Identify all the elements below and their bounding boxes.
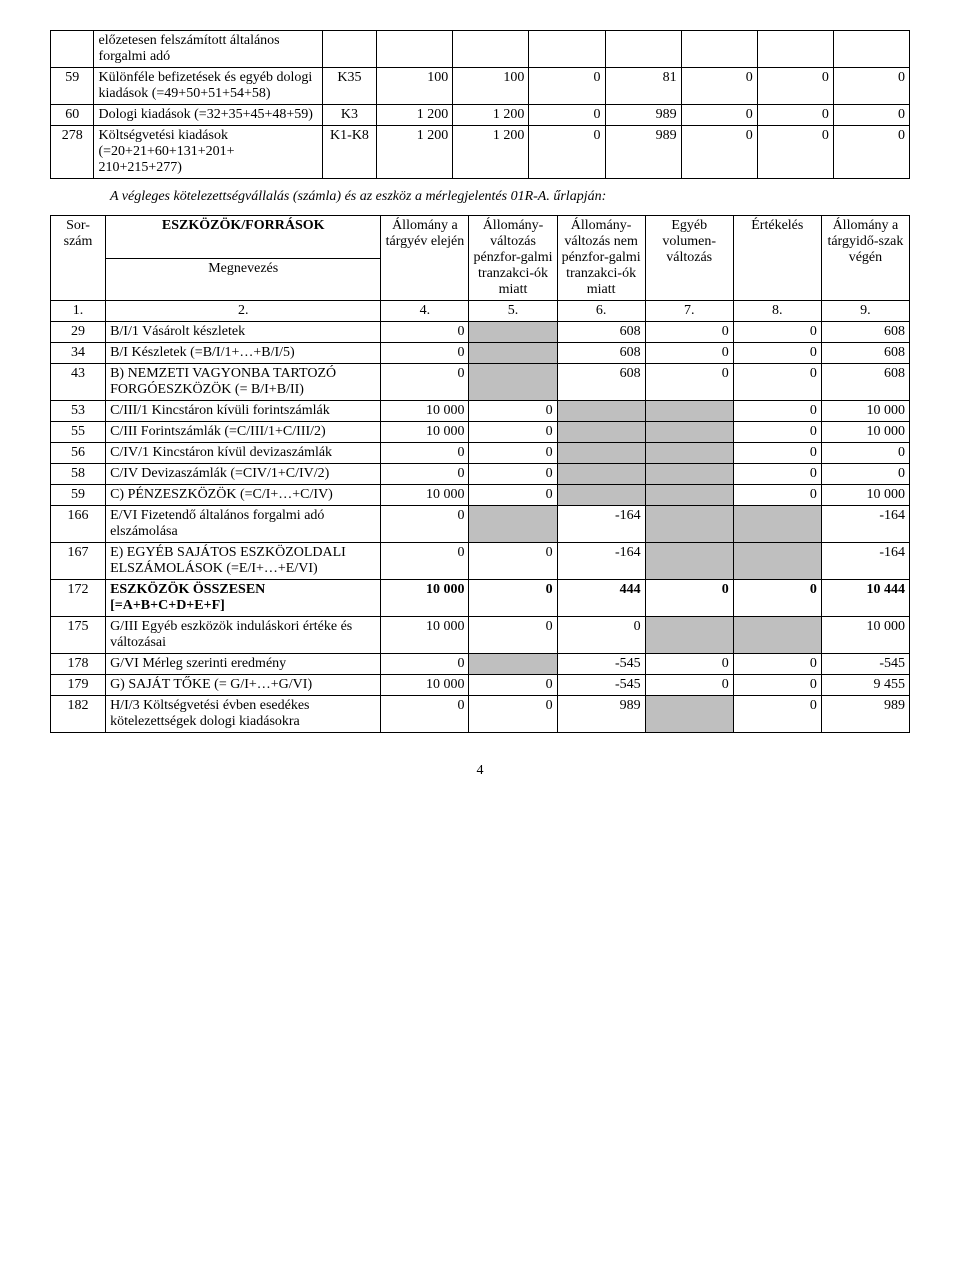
table-row: 55C/III Forintszámlák (=C/III/1+C/III/2)… xyxy=(51,422,910,443)
intermediate-text: A végleges kötelezettségvállalás (számla… xyxy=(110,189,890,205)
table-row: 60Dologi kiadások (=32+35+45+48+59)K31 2… xyxy=(51,105,910,126)
table-row: 178G/VI Mérleg szerinti eredmény0-54500-… xyxy=(51,654,910,675)
table-main: Sor-szám ESZKÖZÖK/FORRÁSOK Állomány a tá… xyxy=(50,215,910,733)
table-row: 278Költségvetési kiadások (=20+21+60+131… xyxy=(51,126,910,179)
table-row: 167E) EGYÉB SAJÁTOS ESZKÖZOLDALI ELSZÁMO… xyxy=(51,543,910,580)
table-row: 166E/VI Fizetendő általános forgalmi adó… xyxy=(51,506,910,543)
table-row: 56C/IV/1 Kincstáron kívül devizaszámlák0… xyxy=(51,443,910,464)
col-eszkozok: ESZKÖZÖK/FORRÁSOK xyxy=(106,216,381,259)
table-row: 175G/III Egyéb eszközök induláskori érté… xyxy=(51,617,910,654)
table-row: 43B) NEMZETI VAGYONBA TARTOZÓ FORGÓESZKÖ… xyxy=(51,364,910,401)
col-c6: Állomány a tárgyidő-szak végén xyxy=(821,216,909,301)
table-row: 58C/IV Devizaszámlák (=CIV/1+C/IV/2)0000 xyxy=(51,464,910,485)
col-c1: Állomány a tárgyév elején xyxy=(381,216,469,301)
table-row: 29B/I/1 Vásárolt készletek060800608 xyxy=(51,322,910,343)
table-header-row: Sor-szám ESZKÖZÖK/FORRÁSOK Állomány a tá… xyxy=(51,216,910,259)
table-row: 59Különféle befizetések és egyéb dologi … xyxy=(51,68,910,105)
col-c3: Állomány-változás nem pénzfor-galmi tran… xyxy=(557,216,645,301)
col-c4: Egyéb volumen-változás xyxy=(645,216,733,301)
table-row: 59C) PÉNZESZKÖZÖK (=C/I+…+C/IV)10 000001… xyxy=(51,485,910,506)
col-c5: Értékelés xyxy=(733,216,821,301)
table-row: 172ESZKÖZÖK ÖSSZESEN [=A+B+C+D+E+F]10 00… xyxy=(51,580,910,617)
table-number-row: 1.2.4.5.6.7.8.9. xyxy=(51,301,910,322)
table-row: 182H/I/3 Költségvetési évben esedékes kö… xyxy=(51,696,910,733)
col-sorszam: Sor-szám xyxy=(51,216,106,301)
table-row: 34B/I Készletek (=B/I/1+…+B/I/5)06080060… xyxy=(51,343,910,364)
page-number: 4 xyxy=(50,763,910,779)
table-row: 53C/III/1 Kincstáron kívüli forintszámlá… xyxy=(51,401,910,422)
col-c2: Állomány-változás pénzfor-galmi tranzakc… xyxy=(469,216,557,301)
col-megnevezes: Megnevezés xyxy=(106,258,381,301)
table-row: előzetesen felszámított általános forgal… xyxy=(51,31,910,68)
table-top: előzetesen felszámított általános forgal… xyxy=(50,30,910,179)
table-row: 179G) SAJÁT TŐKE (= G/I+…+G/VI)10 0000-5… xyxy=(51,675,910,696)
